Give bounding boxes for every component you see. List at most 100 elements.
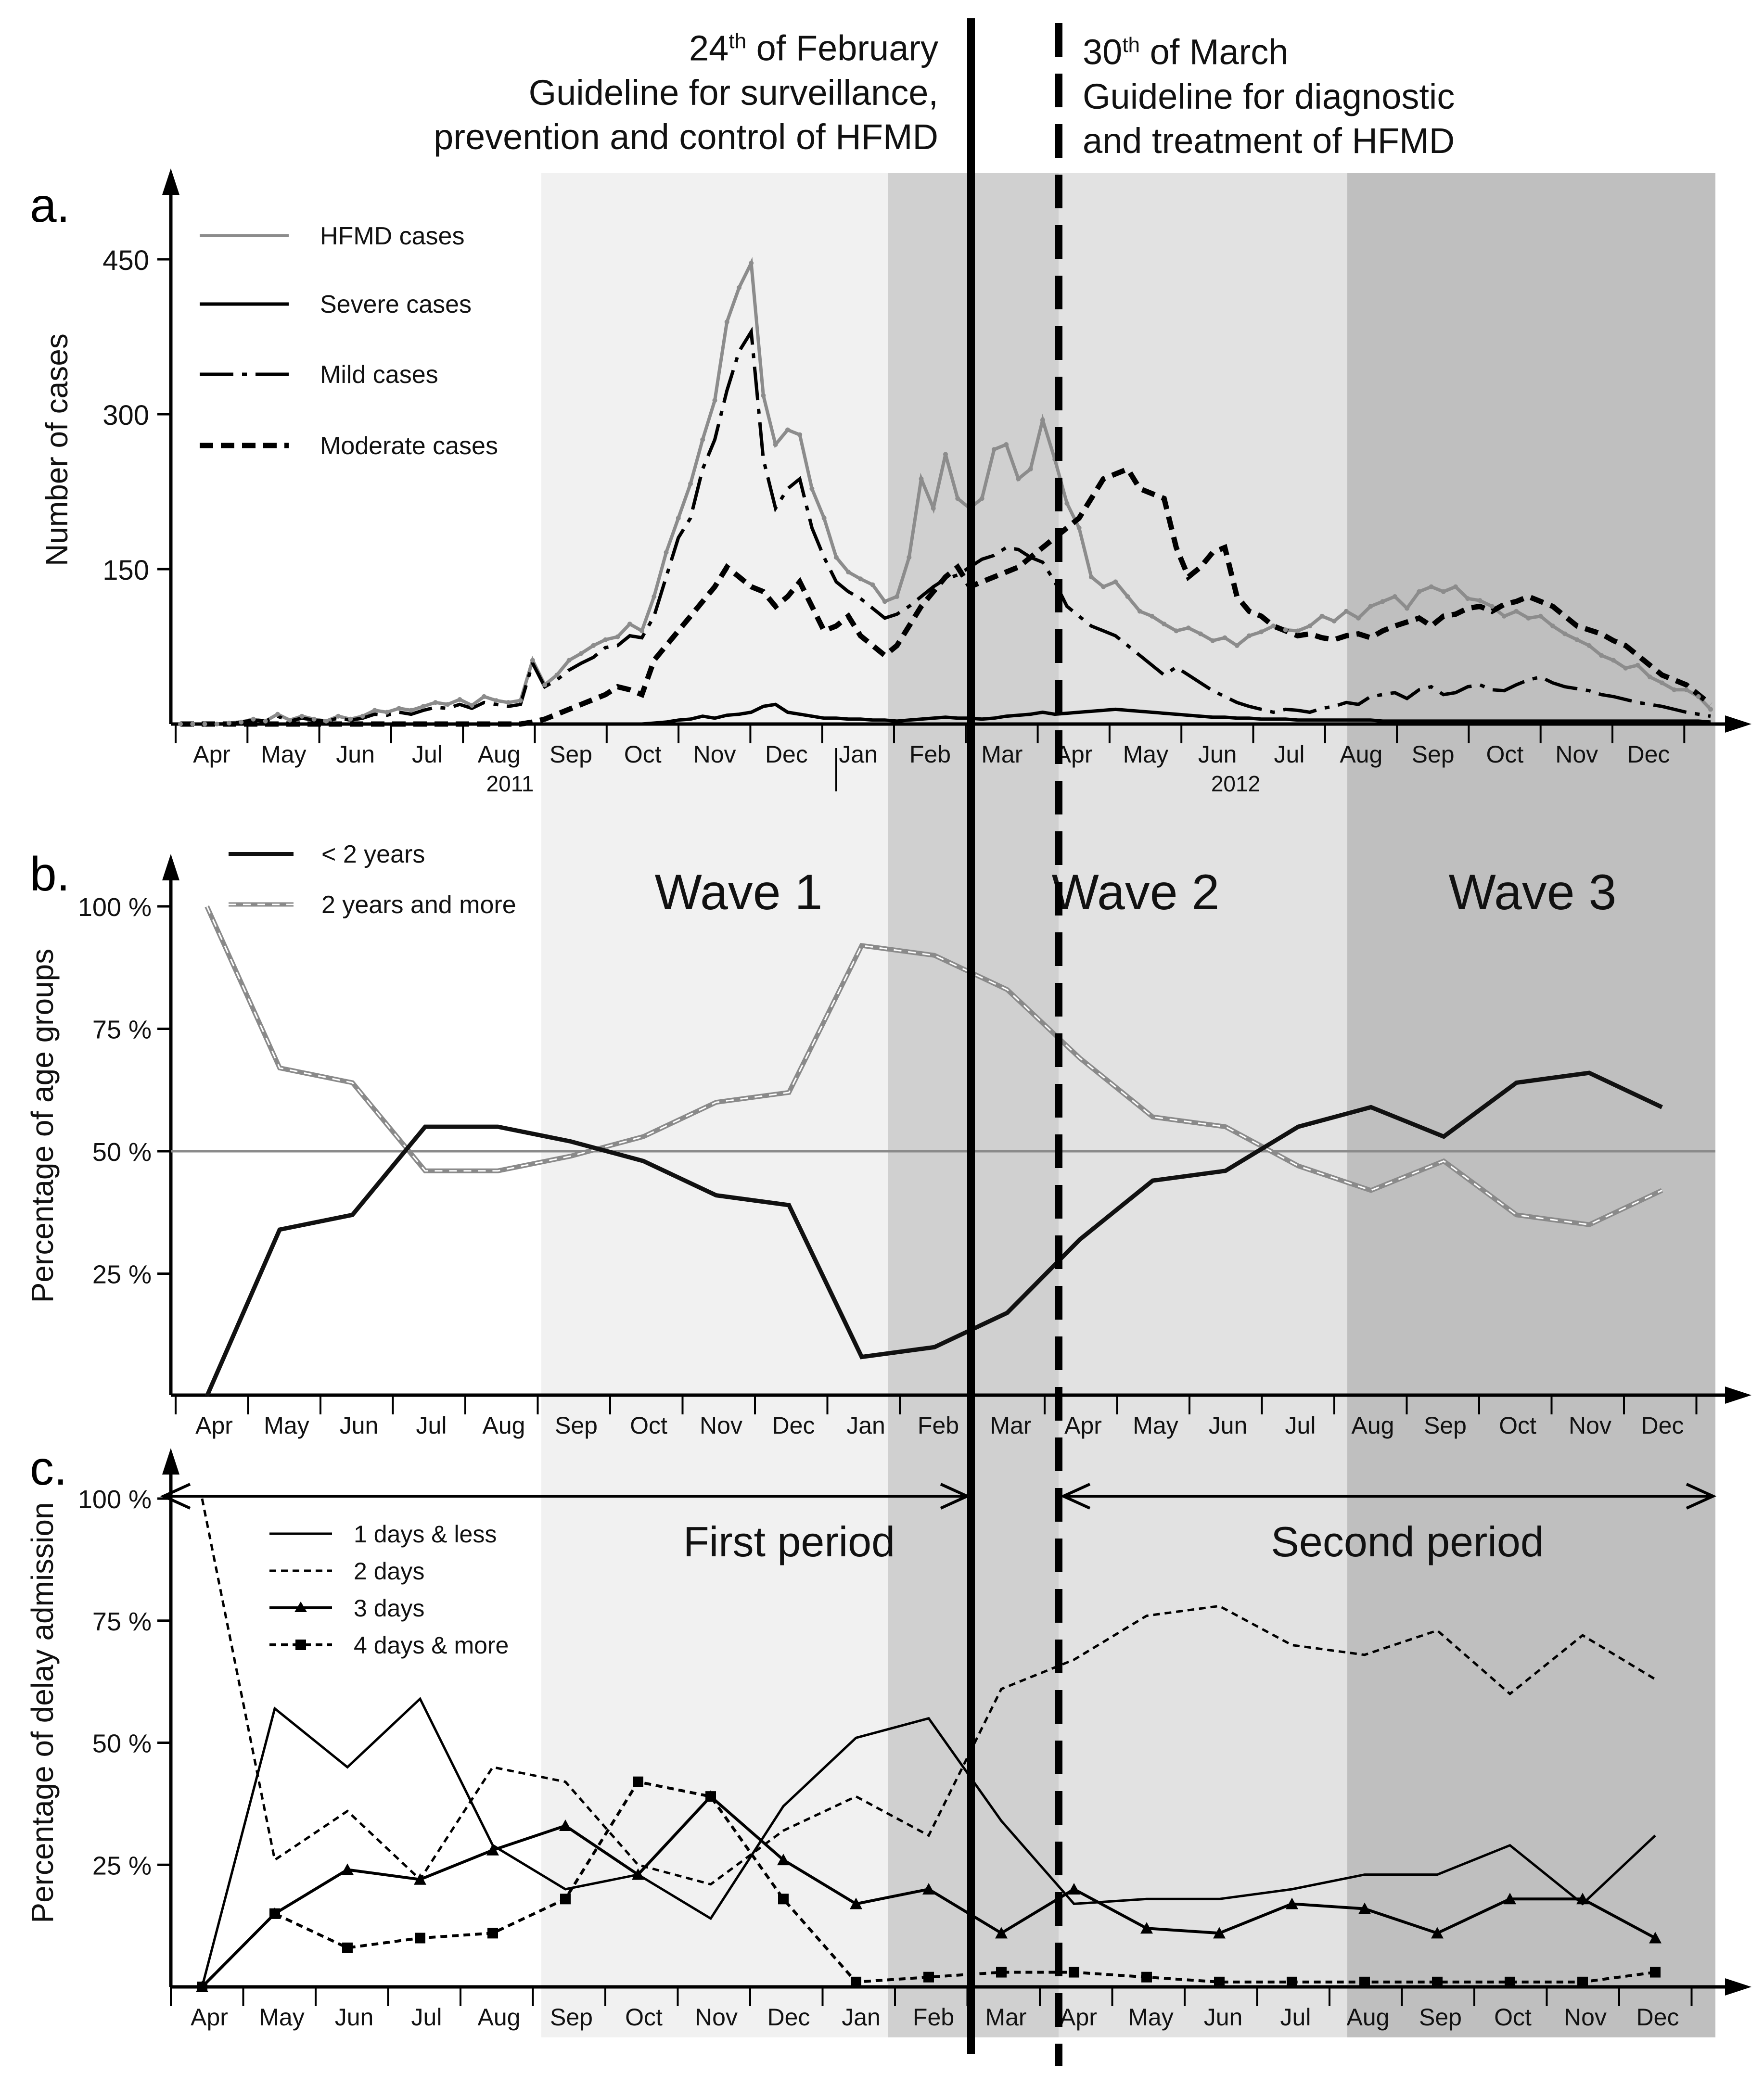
point-hfmd (846, 570, 851, 575)
point-hfmd (1064, 501, 1070, 506)
point-hfmd (1210, 638, 1215, 643)
point-hfmd (1174, 628, 1179, 634)
x-tick-label-a: Jul (412, 741, 443, 768)
x-tick-label-b: Jul (416, 1412, 447, 1439)
panel-b: 25 % 50 % 75 % 100 % Percentage of age group… (25, 840, 1751, 1439)
point-hfmd (518, 698, 523, 703)
point-hfmd (530, 658, 535, 663)
point-hfmd (1271, 623, 1276, 629)
x-tick-label-c: Nov (695, 2004, 738, 2031)
x-tick-label-b: Jul (1285, 1412, 1316, 1439)
point-hfmd (578, 651, 584, 656)
band-wave2 (1059, 173, 1347, 2037)
annotation-feb-date: 24th of February (689, 28, 938, 68)
x-tick-label-b: Nov (700, 1412, 742, 1439)
point-3-days (1431, 1927, 1444, 1939)
point-3-days (922, 1883, 935, 1895)
legend-label-b: < 2 years (321, 840, 425, 868)
x-tick-label-a: Jun (1198, 741, 1237, 768)
legend-label-a: Severe cases (320, 291, 472, 318)
point-hfmd (1392, 594, 1397, 599)
point-3-days (850, 1897, 862, 1909)
point-hfmd (1137, 609, 1142, 614)
x-tick-label-a: Jan (839, 741, 878, 768)
point-hfmd (360, 713, 365, 719)
point-hfmd (1222, 635, 1227, 640)
point-hfmd (263, 718, 268, 724)
x-tick-label-a: Apr (193, 741, 230, 768)
x-tick-label-a: Jun (336, 741, 375, 768)
x-tick-label-a: Sep (550, 741, 592, 768)
point-3-days (1504, 1893, 1516, 1905)
x-tick-label-c: Dec (1636, 2004, 1679, 2031)
annotation-mar-line3: and treatment of HFMD (1083, 120, 1455, 161)
point-3-days (1068, 1883, 1080, 1895)
year-label-2011: 2011 (486, 771, 534, 796)
point-hfmd (1101, 584, 1106, 589)
annotation-feb-line3: prevention and control of HFMD (434, 116, 938, 157)
x-tick-label-b: Feb (918, 1412, 959, 1439)
y-axis-title-c: Percentage of delay admission (25, 1502, 60, 1923)
point-hfmd (1514, 609, 1519, 614)
point-hfmd (615, 634, 620, 639)
point-hfmd (1125, 594, 1130, 599)
x-tick-label-c: Dec (767, 2004, 810, 2031)
point-hfmd (1598, 653, 1604, 658)
point-4-days-and-more (778, 1894, 789, 1905)
x-tick-label-a: Aug (478, 741, 521, 768)
point-3-days (1213, 1927, 1226, 1939)
x-tick-label-c: Oct (625, 2004, 663, 2031)
point-hfmd (1538, 613, 1543, 619)
point-hfmd (1259, 629, 1264, 635)
annotation-mar-date: 30th of March (1083, 32, 1289, 72)
x-tick-label-a: Nov (693, 741, 736, 768)
point-hfmd (1660, 680, 1665, 686)
panel-a: 150 300 450 Number of cases Apr May Jun Jul Aug S… (39, 168, 1751, 796)
annotation-mar: 30th of March Guideline for diagnostic a… (1083, 23, 1612, 163)
x-tick-label-c: Mar (985, 2004, 1026, 2031)
point-hfmd (494, 698, 499, 703)
point-hfmd (821, 515, 827, 521)
x-tick-label-c: Oct (1494, 2004, 1532, 2031)
point-hfmd (1040, 418, 1045, 423)
point-4-days-and-more (705, 1791, 716, 1802)
point-3-days (995, 1927, 1008, 1939)
legend-label-c: 3 days (354, 1595, 424, 1622)
point-3-days (1576, 1893, 1589, 1905)
y-axis-arrow-a (162, 168, 179, 195)
x-tick-label-a: Oct (1486, 741, 1524, 768)
point-hfmd (895, 594, 900, 599)
point-4-days-and-more (197, 1982, 207, 1992)
point-hfmd (1417, 589, 1422, 594)
x-tick-label-a: Aug (1340, 741, 1382, 768)
point-hfmd (554, 673, 560, 678)
point-hfmd (348, 716, 353, 722)
point-hfmd (226, 720, 231, 725)
point-3-days (1649, 1932, 1662, 1944)
x-tick-label-b: Sep (1424, 1412, 1467, 1439)
point-hfmd (1429, 584, 1434, 589)
point-4-days-and-more (1432, 1976, 1443, 1987)
second-period-arrow-right (1686, 1483, 1717, 1510)
x-tick-label-c: May (1128, 2004, 1173, 2031)
x-tick-label-b: Oct (630, 1412, 667, 1439)
point-hfmd (931, 506, 936, 511)
point-hfmd (749, 260, 754, 266)
point-4-days-and-more (633, 1776, 643, 1787)
point-hfmd (1076, 525, 1082, 531)
point-hfmd (323, 718, 329, 724)
y-tick-label-b: 50 % (92, 1138, 152, 1167)
point-3-days (341, 1863, 354, 1875)
point-hfmd (1198, 631, 1203, 636)
point-hfmd (943, 452, 948, 457)
y-tick-label-c: 75 % (92, 1607, 152, 1636)
point-4-days-and-more (923, 1971, 934, 1983)
point-3-days (1286, 1897, 1298, 1909)
point-4-days-and-more (342, 1942, 353, 1953)
wave-1-label: Wave 1 (655, 865, 823, 920)
second-period-label: Second period (1271, 1518, 1544, 1565)
legend-label-c: 4 days & more (354, 1632, 509, 1659)
x-tick-label-a: Nov (1555, 741, 1598, 768)
point-4-days-and-more (1650, 1967, 1661, 1978)
point-hfmd (1489, 604, 1495, 609)
